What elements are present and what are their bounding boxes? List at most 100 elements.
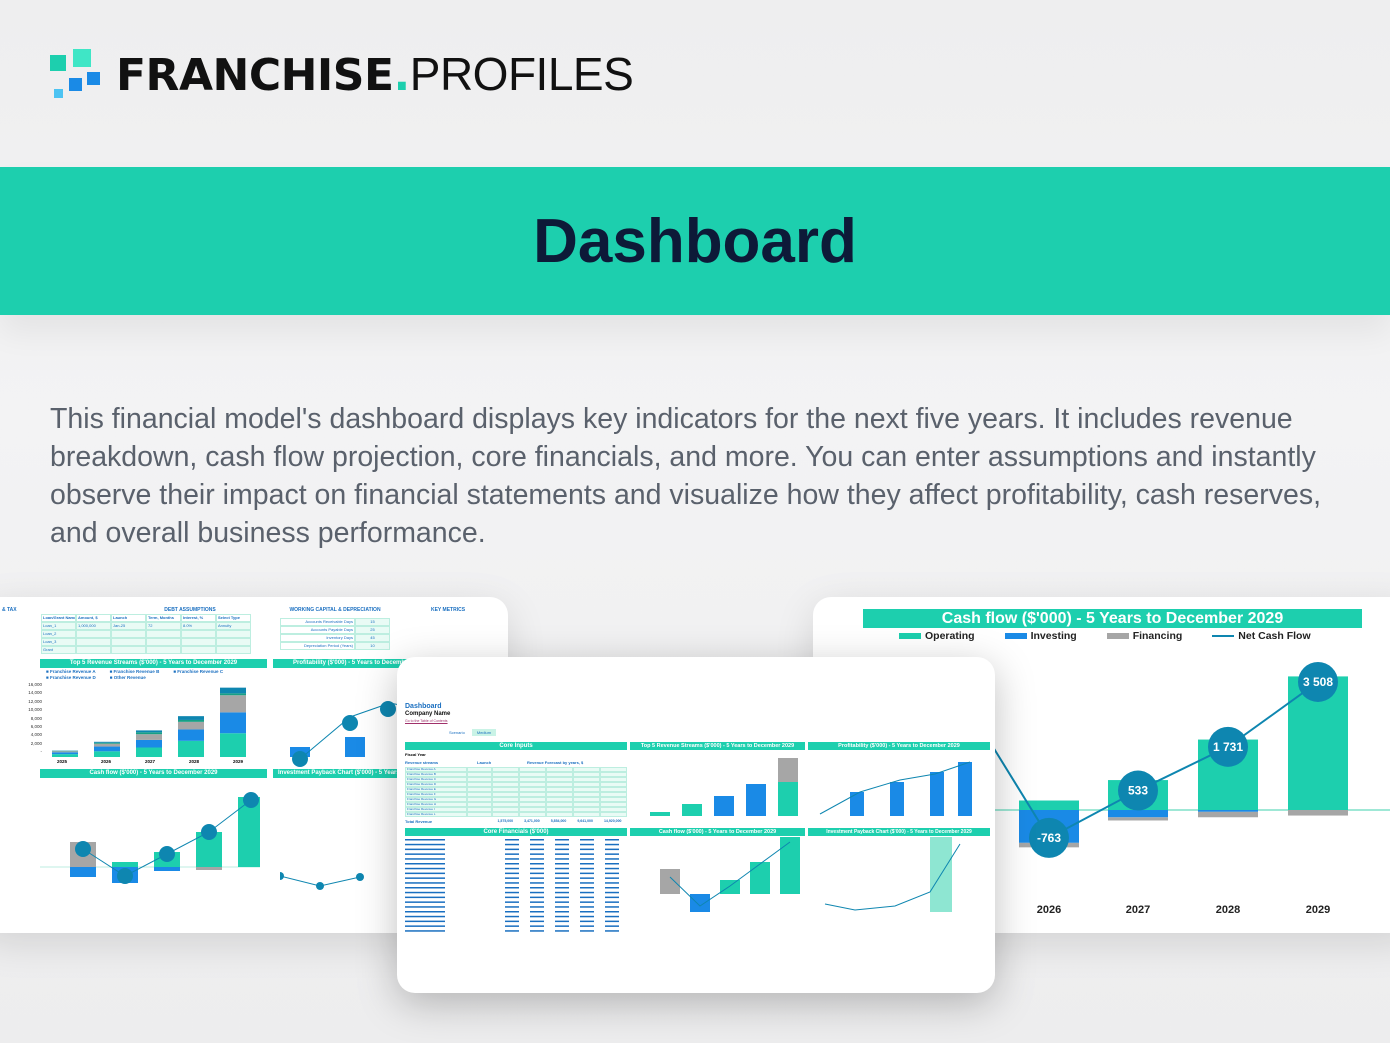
forecast-cell[interactable] <box>492 787 519 792</box>
forecast-cell[interactable] <box>573 792 600 797</box>
forecast-cell[interactable] <box>600 802 627 807</box>
financial-row-value <box>505 915 519 918</box>
forecast-cell[interactable] <box>519 787 546 792</box>
forecast-cell[interactable] <box>573 777 600 782</box>
forecast-cell[interactable] <box>546 772 573 777</box>
wc-value[interactable]: 45 <box>355 634 390 642</box>
forecast-cell[interactable] <box>573 797 600 802</box>
debt-cell[interactable] <box>76 630 111 638</box>
debt-cell[interactable]: Loan_1 <box>41 622 76 630</box>
launch-cell[interactable] <box>467 802 492 807</box>
forecast-cell[interactable] <box>573 772 600 777</box>
debt-cell[interactable] <box>146 638 181 646</box>
debt-cell[interactable] <box>216 646 251 654</box>
axis-tick: 6,000 <box>30 724 42 730</box>
forecast-cell[interactable] <box>492 807 519 812</box>
forecast-cell[interactable] <box>519 772 546 777</box>
launch-cell[interactable] <box>467 792 492 797</box>
forecast-cell[interactable] <box>492 792 519 797</box>
debt-cell[interactable] <box>146 646 181 654</box>
forecast-cell[interactable] <box>546 777 573 782</box>
forecast-cell[interactable] <box>492 772 519 777</box>
launch-cell[interactable] <box>467 782 492 787</box>
launch-cell[interactable] <box>467 812 492 817</box>
forecast-cell[interactable] <box>546 782 573 787</box>
forecast-cell[interactable] <box>573 782 600 787</box>
launch-cell[interactable] <box>467 772 492 777</box>
debt-cell[interactable]: Grant <box>41 646 76 654</box>
wc-value[interactable]: 10 <box>355 642 390 650</box>
forecast-cell[interactable] <box>600 797 627 802</box>
financial-row-value <box>505 839 519 841</box>
forecast-cell[interactable] <box>546 797 573 802</box>
forecast-cell[interactable] <box>519 797 546 802</box>
forecast-cell[interactable] <box>546 812 573 817</box>
forecast-cell[interactable] <box>519 777 546 782</box>
forecast-cell[interactable] <box>492 812 519 817</box>
revenue-table: Franchise Revenue A Franchise Revenue B Fr… <box>405 767 627 817</box>
debt-cell[interactable] <box>111 638 146 646</box>
forecast-cell[interactable] <box>546 767 573 772</box>
forecast-cell[interactable] <box>492 777 519 782</box>
debt-cell[interactable] <box>111 630 146 638</box>
forecast-cell[interactable] <box>519 782 546 787</box>
forecast-cell[interactable] <box>492 767 519 772</box>
forecast-cell[interactable] <box>546 802 573 807</box>
forecast-cell[interactable] <box>492 782 519 787</box>
debt-cell[interactable]: Loan_2 <box>41 630 76 638</box>
scenario-select[interactable]: Medium <box>472 729 496 736</box>
debt-cell[interactable]: Jan-25 <box>111 622 146 630</box>
forecast-cell[interactable] <box>546 792 573 797</box>
forecast-cell[interactable] <box>600 792 627 797</box>
debt-cell[interactable] <box>76 638 111 646</box>
debt-cell[interactable] <box>216 638 251 646</box>
wc-label: Accounts Payable Days <box>280 626 355 634</box>
launch-cell[interactable] <box>467 797 492 802</box>
debt-cell[interactable] <box>216 630 251 638</box>
launch-cell[interactable] <box>467 777 492 782</box>
launch-cell[interactable] <box>467 767 492 772</box>
forecast-cell[interactable] <box>492 797 519 802</box>
forecast-cell[interactable] <box>519 812 546 817</box>
forecast-cell[interactable] <box>546 807 573 812</box>
debt-cell[interactable] <box>181 646 216 654</box>
debt-cell[interactable]: 72 <box>146 622 181 630</box>
debt-cell[interactable]: Loan_3 <box>41 638 76 646</box>
wc-value[interactable]: 25 <box>355 626 390 634</box>
wc-value[interactable]: 15 <box>355 618 390 626</box>
debt-cell[interactable] <box>181 638 216 646</box>
forecast-cell[interactable] <box>519 792 546 797</box>
financial-row-value <box>530 911 544 913</box>
debt-cell[interactable] <box>111 646 146 654</box>
forecast-cell[interactable] <box>573 807 600 812</box>
toc-link[interactable]: Go to the Table of Contents <box>405 719 448 723</box>
debt-cell[interactable]: 8.0% <box>181 622 216 630</box>
launch-cell[interactable] <box>467 807 492 812</box>
debt-cell[interactable] <box>76 646 111 654</box>
forecast-cell[interactable] <box>600 777 627 782</box>
forecast-cell[interactable] <box>600 772 627 777</box>
forecast-cell[interactable] <box>600 787 627 792</box>
financial-row-value <box>580 891 594 894</box>
forecast-cell[interactable] <box>600 807 627 812</box>
forecast-cell[interactable] <box>519 807 546 812</box>
forecast-cell[interactable] <box>573 812 600 817</box>
revenue-legend: ■ Franchise Revenue A ■ Franchise Revenue… <box>46 669 256 680</box>
launch-cell[interactable] <box>467 787 492 792</box>
forecast-cell[interactable] <box>546 787 573 792</box>
forecast-cell[interactable] <box>600 812 627 817</box>
forecast-cell[interactable] <box>519 802 546 807</box>
forecast-cell[interactable] <box>573 802 600 807</box>
forecast-cell[interactable] <box>600 767 627 772</box>
debt-cell[interactable]: 1,000,000 <box>76 622 111 630</box>
franchise-profiles-logo[interactable]: FRANCHISE.PROFILES <box>50 48 634 100</box>
forecast-cell[interactable] <box>492 802 519 807</box>
debt-cell[interactable]: Annuity <box>216 622 251 630</box>
debt-cell[interactable] <box>146 630 181 638</box>
forecast-cell[interactable] <box>573 767 600 772</box>
debt-cell[interactable] <box>181 630 216 638</box>
forecast-cell[interactable] <box>519 767 546 772</box>
financial-row-value <box>580 925 594 927</box>
forecast-cell[interactable] <box>573 787 600 792</box>
forecast-cell[interactable] <box>600 782 627 787</box>
